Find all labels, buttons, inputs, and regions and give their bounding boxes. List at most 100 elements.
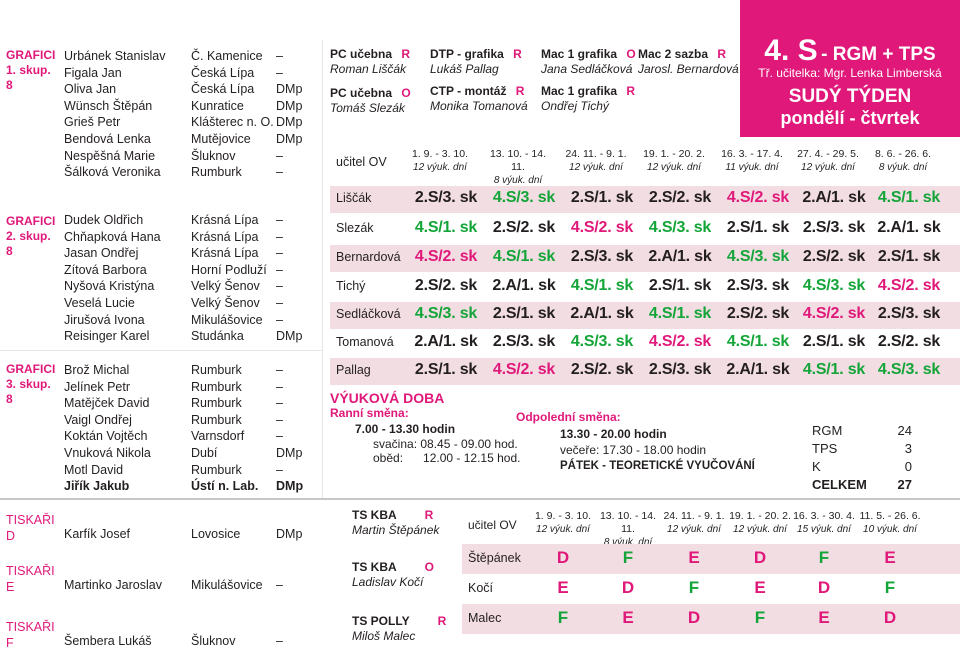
student-city: Studánka: [191, 329, 244, 344]
student-name: Chňapková Hana: [64, 229, 161, 244]
bottom-period-range: 19. 1. - 20. 2.: [729, 510, 791, 522]
class-stats: RGM 24 TPS 3 K 0 CELKEM 27: [812, 422, 922, 494]
period-header: 19. 1. - 20. 2. 12 výuk. dní: [639, 148, 709, 174]
period-days: 12 výuk. dní: [569, 162, 623, 173]
bottom-period-days: 12 výuk. dní: [667, 524, 721, 535]
stat-value: 3: [904, 441, 912, 456]
period-days: 12 výuk. dní: [647, 162, 701, 173]
bottom-period-range: 16. 3. - 30. 4.: [793, 510, 855, 522]
ts-room-title: TS KBA: [352, 508, 397, 522]
week-type: SUDÝ TÝDEN: [788, 86, 912, 107]
period-header: 24. 11. - 9. 1. 12 výuk. dní: [561, 148, 631, 174]
room-title: Mac 2 sazba: [638, 47, 709, 61]
bottom-schedule-cell: E: [622, 608, 634, 627]
schedule-cell: 2.S/1. sk: [414, 361, 478, 378]
stat-value: 24: [897, 423, 912, 438]
student-city: Horní Podluží: [191, 262, 267, 277]
ts-room: TS KBA R Martin Štěpánek: [352, 508, 439, 538]
bottom-schedule-cell: F: [884, 578, 896, 597]
stat-value: 27: [897, 477, 912, 492]
student-row: Jelínek Petr Rumburk –: [0, 379, 320, 396]
room-header: PC učebna R Roman Liščák: [330, 47, 410, 77]
bottom-schedule-cell: D: [883, 608, 897, 627]
schedule-cell: 2.S/2. sk: [414, 277, 478, 294]
student-row: Nyšová Kristýna Velký Šenov –: [0, 278, 320, 295]
bottom-period-days: 12 výuk. dní: [536, 524, 590, 535]
afternoon-label: Odpolední směna:: [516, 410, 621, 424]
schedule-cell: 4.S/2. sk: [492, 361, 556, 378]
group-label-text: GRAFICI 1. skup. 8: [6, 48, 56, 92]
schedule-cell: 4.S/2. sk: [802, 305, 866, 322]
student-city: Klášterec n. O.: [191, 115, 274, 130]
bottom-period-range: 11. 5. - 26. 6.: [859, 510, 921, 522]
tiskar-row: Karfík Josef Lovosice DMp: [0, 526, 320, 543]
period-header: 1. 9. - 3. 10. 12 výuk. dní: [405, 148, 475, 174]
bottom-schedule-cell: D: [753, 548, 767, 567]
student-row: Matějček David Rumburk –: [0, 395, 320, 412]
student-row: Bendová Lenka Mutějovice DMp: [0, 131, 320, 148]
room-header: PC učebna O Tomáš Slezák: [330, 86, 411, 116]
bottom-period-header: 16. 3. - 30. 4. 15 výuk. dní: [791, 510, 857, 536]
bottom-schedule-cell: F: [622, 548, 634, 567]
schedule-cell: 4.S/2. sk: [414, 248, 478, 265]
bottom-period-header: 13. 10. - 14. 11. 8 výuk. dní: [595, 510, 661, 549]
schedule-cell: 2.S/3. sk: [570, 248, 634, 265]
student-dmp: DMp: [276, 132, 303, 146]
student-dmp: –: [276, 262, 283, 277]
schedule-cell: 2.S/2. sk: [648, 189, 712, 206]
period-header: 8. 6. - 26. 6. 8 výuk. dní: [868, 148, 938, 174]
bottom-schedule-cell: E: [688, 548, 700, 567]
ts-room-teacher: Miloš Malec: [352, 629, 416, 643]
teacher-name: Slezák: [336, 221, 374, 235]
ts-room: TS KBA O Ladislav Kočí: [352, 560, 434, 590]
friday-note: PÁTEK - TEORETICKÉ VYUČOVÁNÍ: [560, 460, 755, 472]
student-dmp: DMp: [276, 479, 304, 494]
tiskari-label: TISKAŘI F: [6, 619, 55, 650]
student-name: Jasan Ondřej: [64, 246, 139, 261]
bottom-period-range: 1. 9. - 3. 10.: [534, 510, 592, 522]
student-dmp: DMp: [276, 82, 303, 97]
student-city: Kunratice: [191, 98, 244, 113]
tiskar-dmp: –: [276, 578, 283, 592]
student-row: Wünsch Štěpán Kunratice DMp: [0, 98, 320, 115]
student-row: Oliva Jan Česká Lípa DMp: [0, 81, 320, 98]
schedule-cell: 2.S/1. sk: [648, 277, 712, 294]
schedule-cell: 4.S/3. sk: [877, 361, 941, 378]
column-divider: [322, 40, 323, 500]
tiskar-name: Karfík Josef: [64, 527, 130, 541]
schedule-cell: 2.S/2. sk: [570, 361, 634, 378]
schedule-cell: 2.S/1. sk: [570, 189, 634, 206]
group-label-text: GRAFICI 2. skup. 8: [6, 214, 56, 258]
schedule-cell: 2.S/3. sk: [648, 361, 712, 378]
student-row: Vaigl Ondřej Rumburk –: [0, 412, 320, 429]
grade-box: 4. S - RGM + TPS Tř. učitelka: Mgr. Lenk…: [740, 0, 960, 137]
student-city: Mikulášovice: [191, 312, 263, 327]
period-days: 11 výuk. dní: [725, 162, 779, 173]
stat-row: RGM 24: [812, 422, 922, 440]
schedule-cell: 2.A/1. sk: [414, 333, 478, 350]
bottom-period-header: 24. 11. - 9. 1. 12 výuk. dní: [661, 510, 727, 536]
schedule-cell: 2.A/1. sk: [802, 189, 866, 206]
student-dmp: DMp: [276, 98, 303, 113]
lunch-time: oběd: 12.00 - 12.15 hod.: [373, 451, 521, 465]
room-title: CTP - montáž: [430, 84, 507, 98]
student-dmp: DMp: [276, 329, 303, 344]
tiskari-label: TISKAŘI E: [6, 563, 55, 595]
student-city: Šluknov: [191, 148, 236, 163]
period-header: 13. 10. - 14. 11. 8 výuk. dní: [483, 148, 553, 187]
student-name: Wünsch Štěpán: [64, 98, 153, 113]
room-flag: R: [401, 47, 411, 61]
student-city: Rumburk: [191, 363, 242, 377]
period-range: 24. 11. - 9. 1.: [565, 148, 627, 160]
student-row: Jiřík Jakub Ústí n. Lab. DMp: [0, 478, 320, 495]
student-row: Koktán Vojtěch Varnsdorf –: [0, 428, 320, 445]
tiskar-city: Mikulášovice: [191, 578, 263, 592]
student-row: Urbánek Stanislav Č. Kamenice –: [0, 48, 320, 65]
student-dmp: –: [276, 296, 283, 310]
tiskari-label-text: TISKAŘI D: [6, 513, 55, 543]
room-header: Mac 1 grafika R Ondřej Tichý: [541, 84, 635, 114]
bottom-schedule-cell: D: [687, 608, 701, 627]
student-row: Figala Jan Česká Lípa –: [0, 65, 320, 82]
student-dmp: –: [276, 246, 283, 261]
student-dmp: –: [276, 396, 283, 411]
